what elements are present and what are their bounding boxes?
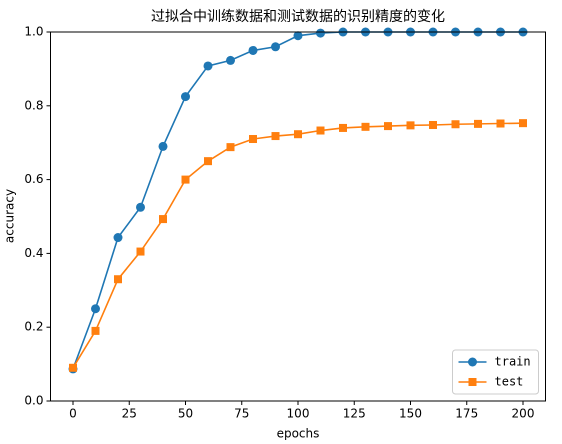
x-tick-label: 100 bbox=[287, 407, 310, 421]
marker bbox=[91, 304, 100, 314]
marker bbox=[293, 31, 303, 41]
marker bbox=[181, 92, 190, 102]
marker bbox=[248, 45, 258, 55]
y-axis-label: accuracy bbox=[3, 189, 17, 243]
x-tick-label: 150 bbox=[399, 407, 422, 421]
x-tick-label: 125 bbox=[343, 407, 366, 421]
y-tick-label: 0.0 bbox=[24, 394, 43, 408]
marker bbox=[249, 135, 257, 144]
line bbox=[72, 31, 523, 370]
marker bbox=[271, 42, 280, 52]
legend-label: train bbox=[495, 355, 531, 369]
y-tick-label: 1.0 bbox=[24, 25, 43, 39]
marker bbox=[496, 119, 505, 128]
line bbox=[72, 122, 524, 369]
marker bbox=[159, 215, 167, 224]
marker bbox=[91, 326, 100, 335]
marker bbox=[204, 157, 212, 166]
marker bbox=[339, 123, 347, 132]
x-tick-label: 50 bbox=[178, 407, 193, 421]
marker bbox=[384, 122, 392, 131]
marker bbox=[69, 363, 77, 372]
marker bbox=[271, 132, 280, 141]
legend-marker bbox=[468, 378, 477, 386]
x-tick-label: 75 bbox=[234, 407, 249, 421]
y-tick-label: 0.2 bbox=[24, 320, 43, 334]
marker bbox=[316, 126, 325, 135]
marker bbox=[519, 119, 527, 128]
x-tick-label: 0 bbox=[69, 407, 77, 421]
marker bbox=[226, 55, 235, 65]
plot-frame bbox=[50, 31, 546, 402]
marker bbox=[226, 143, 235, 152]
marker bbox=[294, 130, 302, 139]
marker bbox=[406, 121, 415, 130]
x-tick-label: 25 bbox=[122, 407, 137, 421]
marker bbox=[429, 120, 437, 129]
marker bbox=[474, 119, 482, 128]
marker bbox=[181, 175, 190, 184]
legend: train test bbox=[452, 349, 539, 395]
marker bbox=[203, 61, 213, 71]
x-axis-label: epochs bbox=[277, 427, 320, 441]
marker bbox=[113, 233, 123, 243]
marker bbox=[451, 120, 460, 129]
legend-marker bbox=[468, 357, 477, 367]
y-tick-label: 0.4 bbox=[24, 246, 43, 260]
x-tick-label: 200 bbox=[512, 407, 535, 421]
legend-label: test bbox=[495, 375, 524, 389]
marker bbox=[158, 141, 168, 151]
marker bbox=[114, 275, 122, 284]
marker bbox=[136, 202, 145, 212]
marker bbox=[136, 247, 145, 256]
marker bbox=[316, 28, 325, 38]
x-tick-label: 175 bbox=[455, 407, 478, 421]
y-tick-label: 0.6 bbox=[24, 172, 43, 186]
y-tick-label: 0.8 bbox=[24, 98, 43, 112]
marker bbox=[361, 122, 370, 131]
chart-title: 过拟合中训练数据和测试数据的识别精度的变化 bbox=[151, 9, 445, 25]
